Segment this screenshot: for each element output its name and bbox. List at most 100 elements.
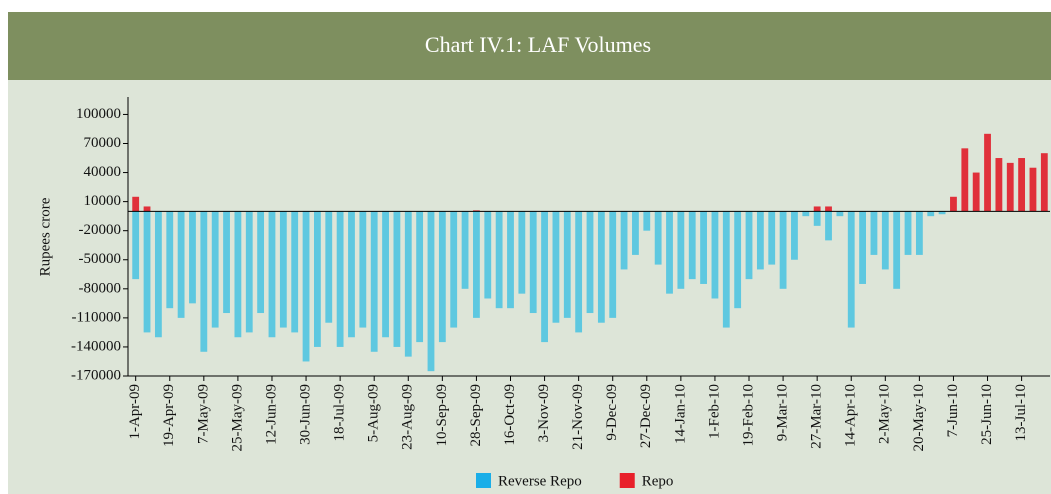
x-tick-label: 19-Apr-09: [161, 384, 177, 447]
bar: [961, 148, 969, 212]
bar: [245, 211, 253, 333]
x-tick-label: 1-Feb-10: [706, 384, 722, 439]
x-tick-label: 5-Aug-09: [366, 384, 382, 442]
x-tick-label: 7-May-09: [195, 384, 211, 444]
x-tick-label: 9-Mar-10: [775, 384, 791, 441]
bar: [257, 211, 265, 314]
bar: [1006, 162, 1014, 212]
bar: [404, 211, 412, 357]
bar: [1029, 167, 1037, 212]
bar: [1018, 158, 1026, 212]
header: [8, 12, 1051, 80]
x-tick-label: 1-Apr-09: [127, 384, 143, 440]
y-tick-label: 70000: [84, 135, 122, 151]
bar: [813, 211, 821, 226]
bar: [382, 211, 389, 338]
x-tick-label: 16-Oct-09: [502, 384, 518, 446]
bar: [234, 211, 242, 338]
bar: [768, 211, 776, 265]
bar: [972, 172, 980, 212]
chart-title: Chart IV.1: LAF Volumes: [425, 32, 651, 57]
bar: [132, 196, 140, 212]
x-tick-label: 27-Dec-09: [638, 384, 654, 448]
y-tick-label: -50000: [79, 251, 122, 267]
bar: [915, 211, 923, 255]
bar: [518, 211, 526, 294]
y-tick-label: -170000: [71, 367, 121, 383]
legend-label: Reverse Repo: [498, 473, 582, 489]
x-tick-label: 27-Mar-10: [809, 384, 825, 449]
bar: [416, 211, 424, 343]
bar: [268, 211, 276, 338]
x-tick-label: 14-Apr-10: [843, 384, 859, 447]
bar: [223, 211, 230, 314]
x-tick-label: 28-Sep-09: [468, 384, 484, 447]
bar: [370, 211, 378, 352]
bar: [586, 211, 594, 314]
bar: [563, 211, 571, 318]
x-tick-label: 30-Jun-09: [297, 384, 313, 445]
x-tick-label: 18-Jul-09: [332, 384, 348, 442]
bar: [393, 211, 401, 347]
x-tick-label: 23-Aug-09: [400, 384, 416, 450]
x-tick-label: 14-Jan-10: [672, 384, 688, 444]
bar: [143, 211, 151, 333]
x-tick-label: 25-Jun-10: [979, 384, 995, 445]
bar: [632, 211, 639, 255]
bar: [893, 211, 901, 289]
bar: [211, 211, 219, 328]
y-tick-label: 100000: [76, 106, 121, 122]
y-tick-label: 10000: [84, 193, 122, 209]
bar: [461, 211, 469, 289]
y-axis-label: Rupees crore: [37, 197, 53, 276]
bar: [279, 211, 287, 328]
legend-swatch: [476, 473, 491, 488]
bar: [745, 211, 753, 280]
bar: [1040, 153, 1048, 212]
bar: [688, 211, 696, 280]
x-tick-label: 10-Sep-09: [434, 384, 450, 447]
bar: [802, 211, 810, 217]
bar: [756, 211, 764, 270]
bar: [995, 158, 1003, 212]
bar: [166, 211, 174, 309]
x-tick-label: 19-Feb-10: [740, 384, 756, 447]
bar: [302, 211, 310, 362]
x-tick-label: 13-Jul-10: [1013, 384, 1029, 442]
bar: [791, 211, 798, 260]
bar: [825, 211, 832, 241]
bar: [711, 211, 719, 299]
legend-label: Repo: [642, 473, 674, 489]
bar: [143, 206, 151, 212]
bar: [700, 211, 707, 284]
bar: [904, 211, 912, 255]
x-tick-label: 9-Dec-09: [604, 384, 620, 441]
bar: [927, 211, 935, 217]
bar: [950, 196, 957, 212]
x-tick-label: 2-May-10: [877, 384, 893, 444]
x-tick-label: 7-Jun-10: [945, 384, 961, 437]
bar: [495, 211, 503, 309]
bar: [473, 211, 480, 318]
x-tick-label: 21-Nov-09: [570, 384, 586, 450]
bar: [291, 211, 299, 333]
bar: [677, 211, 685, 289]
bar: [484, 211, 492, 299]
bar: [427, 211, 435, 372]
bar: [200, 211, 208, 352]
bar: [154, 211, 162, 338]
y-tick-label: -140000: [71, 338, 121, 354]
x-tick-label: 20-May-10: [911, 384, 927, 452]
bar: [643, 211, 651, 231]
legend-swatch: [619, 473, 635, 488]
bar: [507, 211, 514, 309]
bar: [825, 206, 832, 212]
bar: [348, 211, 355, 338]
bar: [984, 133, 991, 212]
bar: [325, 211, 333, 323]
x-tick-label: 3-Nov-09: [536, 384, 552, 442]
bar: [666, 211, 673, 294]
bar: [847, 211, 855, 328]
bar: [722, 211, 730, 328]
bar: [438, 211, 446, 343]
